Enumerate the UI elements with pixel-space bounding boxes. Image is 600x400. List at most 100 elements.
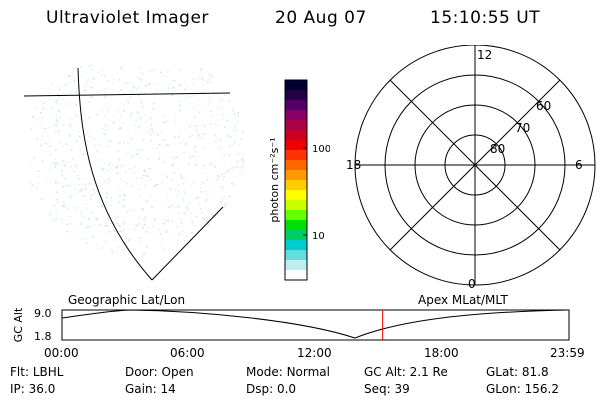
speckle-dot [44,127,46,130]
speckle-dot [207,78,210,81]
speckle-dot [161,181,164,184]
speckle-dot [187,97,190,99]
speckle-dot [33,156,35,159]
speckle-dot [63,93,66,95]
info-glat: GLat: 81.8 [486,365,549,379]
speckle-dot [147,82,150,85]
speckle-dot [138,223,140,225]
speckle-dot [118,224,120,227]
speckle-dot [40,198,42,201]
speckle-dot [189,135,191,138]
speckle-dot [49,135,51,138]
speckle-dot [62,186,65,188]
speckle-dot [239,153,241,155]
speckle-dot [172,238,174,241]
speckle-dot [180,221,183,224]
speckle-dot [86,207,89,209]
speckle-dot [226,119,229,122]
speckle-dot [118,194,121,197]
info-door: Door: Open [125,365,194,379]
speckle-dot [198,196,200,199]
speckle-dot [142,174,145,177]
speckle-dot [82,195,84,197]
speckle-dot [124,194,126,197]
speckle-dot [134,85,136,88]
speckle-dot [90,87,92,89]
speckle-dot [76,191,79,194]
speckle-dot [201,77,203,79]
speckle-dot [184,144,187,146]
speckle-dot [53,219,55,222]
speckle-dot [177,135,180,138]
speckle-dot [55,118,58,121]
speckle-dot [173,80,176,82]
speckle-dot [170,188,172,190]
speckle-dot [235,130,237,132]
speckle-dot [234,125,236,128]
speckle-dot [203,125,206,127]
speckle-dot [41,135,43,137]
speckle-dot [49,213,52,216]
speckle-dot [222,178,224,181]
speckle-dot [44,142,47,145]
speckle-dot [237,120,239,123]
speckle-dot [222,186,224,189]
speckle-dot [117,109,119,112]
speckle-dot [138,125,140,128]
colorbar-swatch [285,220,307,231]
speckle-dot [134,124,136,126]
speckle-dot [196,94,199,97]
speckle-dot [181,230,184,233]
speckle-dot [120,89,123,91]
speckle-dot [237,112,239,114]
x-tick-1800: 18:00 [424,346,459,360]
speckle-dot [137,94,140,97]
speckle-dot [207,193,209,195]
speckle-dot [165,75,167,77]
speckle-dot [61,169,63,172]
speckle-dot [130,137,132,140]
info-gc-alt: GC Alt: 2.1 Re [364,365,448,379]
speckle-dot [70,195,72,198]
speckle-dot [122,194,125,196]
speckle-dot [180,95,183,97]
speckle-dot [100,205,103,207]
speckle-dot [183,190,185,193]
speckle-dot [73,80,76,82]
speckle-dot [236,161,238,163]
speckle-dot [90,68,92,71]
speckle-dot [75,91,77,94]
speckle-dot [75,115,78,118]
colorbar-frame [284,79,308,281]
speckle-dot [123,181,126,183]
speckle-dot [241,131,244,134]
speckle-dot [195,216,198,218]
speckle-dot [212,91,214,93]
speckle-dot [141,106,144,108]
speckle-dot [231,167,233,169]
speckle-dot [91,86,93,89]
speckle-dot [106,224,109,227]
speckle-dot [219,138,222,141]
speckle-dot [85,242,88,245]
speckle-dot [220,173,223,176]
speckle-dot [199,74,201,77]
speckle-dot [242,163,244,165]
speckle-dot [88,116,90,119]
colorbar-unit-label: photon cm⁻²s⁻¹ [268,137,281,222]
lat-label-80: 80 [490,142,505,156]
x-tick-2359: 23:59 [550,346,585,360]
speckle-dot [79,148,82,150]
speckle-dot [195,151,198,153]
speckle-dot [162,161,165,163]
speckle-dot [151,206,153,208]
speckle-dot [118,142,120,144]
speckle-dot [112,251,115,254]
x-tick-0600: 06:00 [170,346,205,360]
speckle-dot [202,217,204,220]
speckle-dot [221,107,223,109]
speckle-dot [40,144,42,147]
speckle-dot [120,113,122,116]
speckle-dot [63,206,65,208]
speckle-dot [98,144,100,146]
